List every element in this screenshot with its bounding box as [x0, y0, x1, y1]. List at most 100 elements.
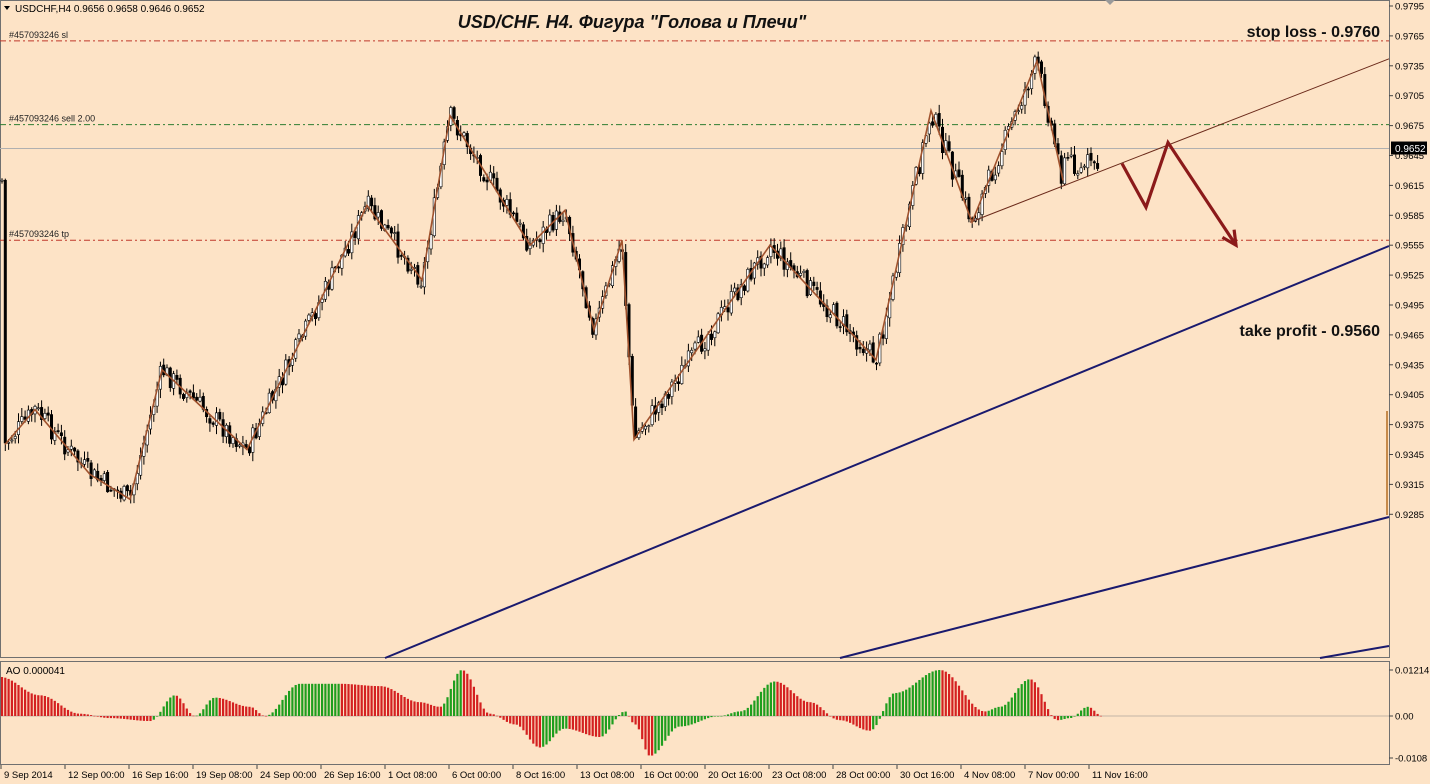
time-tick-label: 20 Oct 16:00 [708, 770, 762, 781]
candle-body [766, 257, 770, 266]
price-tick-label: 0.9435 [1395, 360, 1424, 371]
candle-body [871, 342, 875, 363]
ao-bar [1030, 679, 1033, 716]
candle-body [927, 122, 931, 135]
candle-body [175, 375, 179, 380]
candle-body [53, 431, 57, 441]
ao-bar [383, 686, 386, 716]
ao-bar [327, 683, 330, 716]
support-trendline [384, 245, 1390, 659]
ao-bar [420, 702, 423, 716]
ao-bar [542, 716, 545, 747]
ao-bar [769, 682, 772, 716]
candle-body [20, 416, 24, 422]
ao-bar [1083, 707, 1086, 716]
ao-bar [819, 707, 822, 716]
ao-bar [631, 716, 634, 723]
ao-tick-label: 0.00 [1395, 712, 1414, 723]
ao-bar [354, 684, 357, 716]
ao-bar [1004, 704, 1007, 716]
ao-bar [608, 716, 611, 730]
ao-bar [990, 709, 994, 716]
ao-bar [162, 706, 165, 716]
time-tick-label: 16 Oct 00:00 [644, 770, 698, 781]
ao-bar [918, 679, 921, 716]
scroll-marker-icon[interactable] [1105, 0, 1115, 5]
candle-body [379, 210, 383, 229]
candle-body [419, 285, 423, 288]
ao-bar [829, 716, 832, 717]
candle-body [713, 331, 717, 339]
candle-body [858, 347, 862, 350]
ao-bar [703, 716, 706, 720]
ao-bar [839, 716, 842, 721]
ao-bar [489, 713, 492, 716]
candle-body [1089, 152, 1093, 161]
ao-bar [1076, 713, 1079, 716]
candle-body [1026, 88, 1030, 91]
candle-body [290, 358, 294, 366]
time-tick-label: 8 Oct 16:00 [516, 770, 565, 781]
ao-bar [862, 716, 865, 730]
ao-bar [594, 716, 598, 737]
ao-bar [416, 702, 419, 716]
candle-body [802, 270, 806, 273]
ao-bar [429, 704, 433, 716]
ao-bar [971, 703, 974, 716]
candle-body [1000, 151, 1004, 167]
candle-body [373, 205, 377, 220]
ao-bar [832, 716, 835, 719]
candle-body [485, 179, 489, 183]
ao-bar [667, 716, 670, 736]
price-tick-label: 0.9285 [1395, 510, 1424, 521]
ao-bar [86, 714, 89, 716]
price-tick-label: 0.9345 [1395, 450, 1424, 461]
ao-bar [845, 716, 848, 722]
ao-bar [512, 716, 515, 725]
ao-bar [231, 702, 235, 716]
stop-loss-label: stop loss - 0.9760 [1247, 24, 1380, 41]
candle-body [706, 334, 710, 351]
ao-bar [601, 716, 604, 737]
ao-bar [443, 703, 446, 716]
ao-bar [789, 690, 792, 716]
ao-bar [687, 716, 690, 726]
order-line-label: #457093246 sell 2.00 [9, 114, 95, 124]
candle-body [10, 439, 14, 442]
ao-bar [103, 716, 106, 718]
ao-bar [964, 695, 967, 716]
ao-bar [502, 716, 505, 720]
candle-body [56, 430, 60, 432]
ao-bar [228, 701, 231, 716]
candle-body [40, 407, 44, 420]
lower-trendline-2 [1319, 645, 1390, 659]
chevron-down-icon[interactable] [4, 6, 10, 10]
ao-bar [674, 716, 677, 729]
candle-body [693, 342, 697, 350]
candle-body [366, 195, 370, 209]
ao-bar [875, 716, 878, 726]
ao-bar [99, 716, 103, 718]
candle-body [709, 333, 713, 340]
ao-bar [944, 671, 947, 716]
candle-body [69, 445, 73, 450]
ao-bar [1014, 692, 1017, 716]
arrow-head-icon [1221, 229, 1238, 249]
candle-body [518, 222, 522, 225]
ao-bar [773, 681, 776, 716]
ao-bar [1089, 707, 1093, 716]
ao-bar [974, 707, 977, 716]
ao-bar [575, 716, 578, 731]
candle-body [23, 416, 27, 420]
time-tick-label: 30 Oct 16:00 [900, 770, 954, 781]
ao-bar [644, 716, 647, 750]
ao-bar [175, 695, 178, 716]
candle-body [208, 418, 212, 424]
ao-bar [40, 695, 43, 716]
ao-bar [637, 716, 640, 730]
ao-bar [179, 698, 182, 716]
ao-bar [954, 681, 957, 716]
candle-body [874, 362, 878, 365]
candle-body [1082, 165, 1086, 168]
